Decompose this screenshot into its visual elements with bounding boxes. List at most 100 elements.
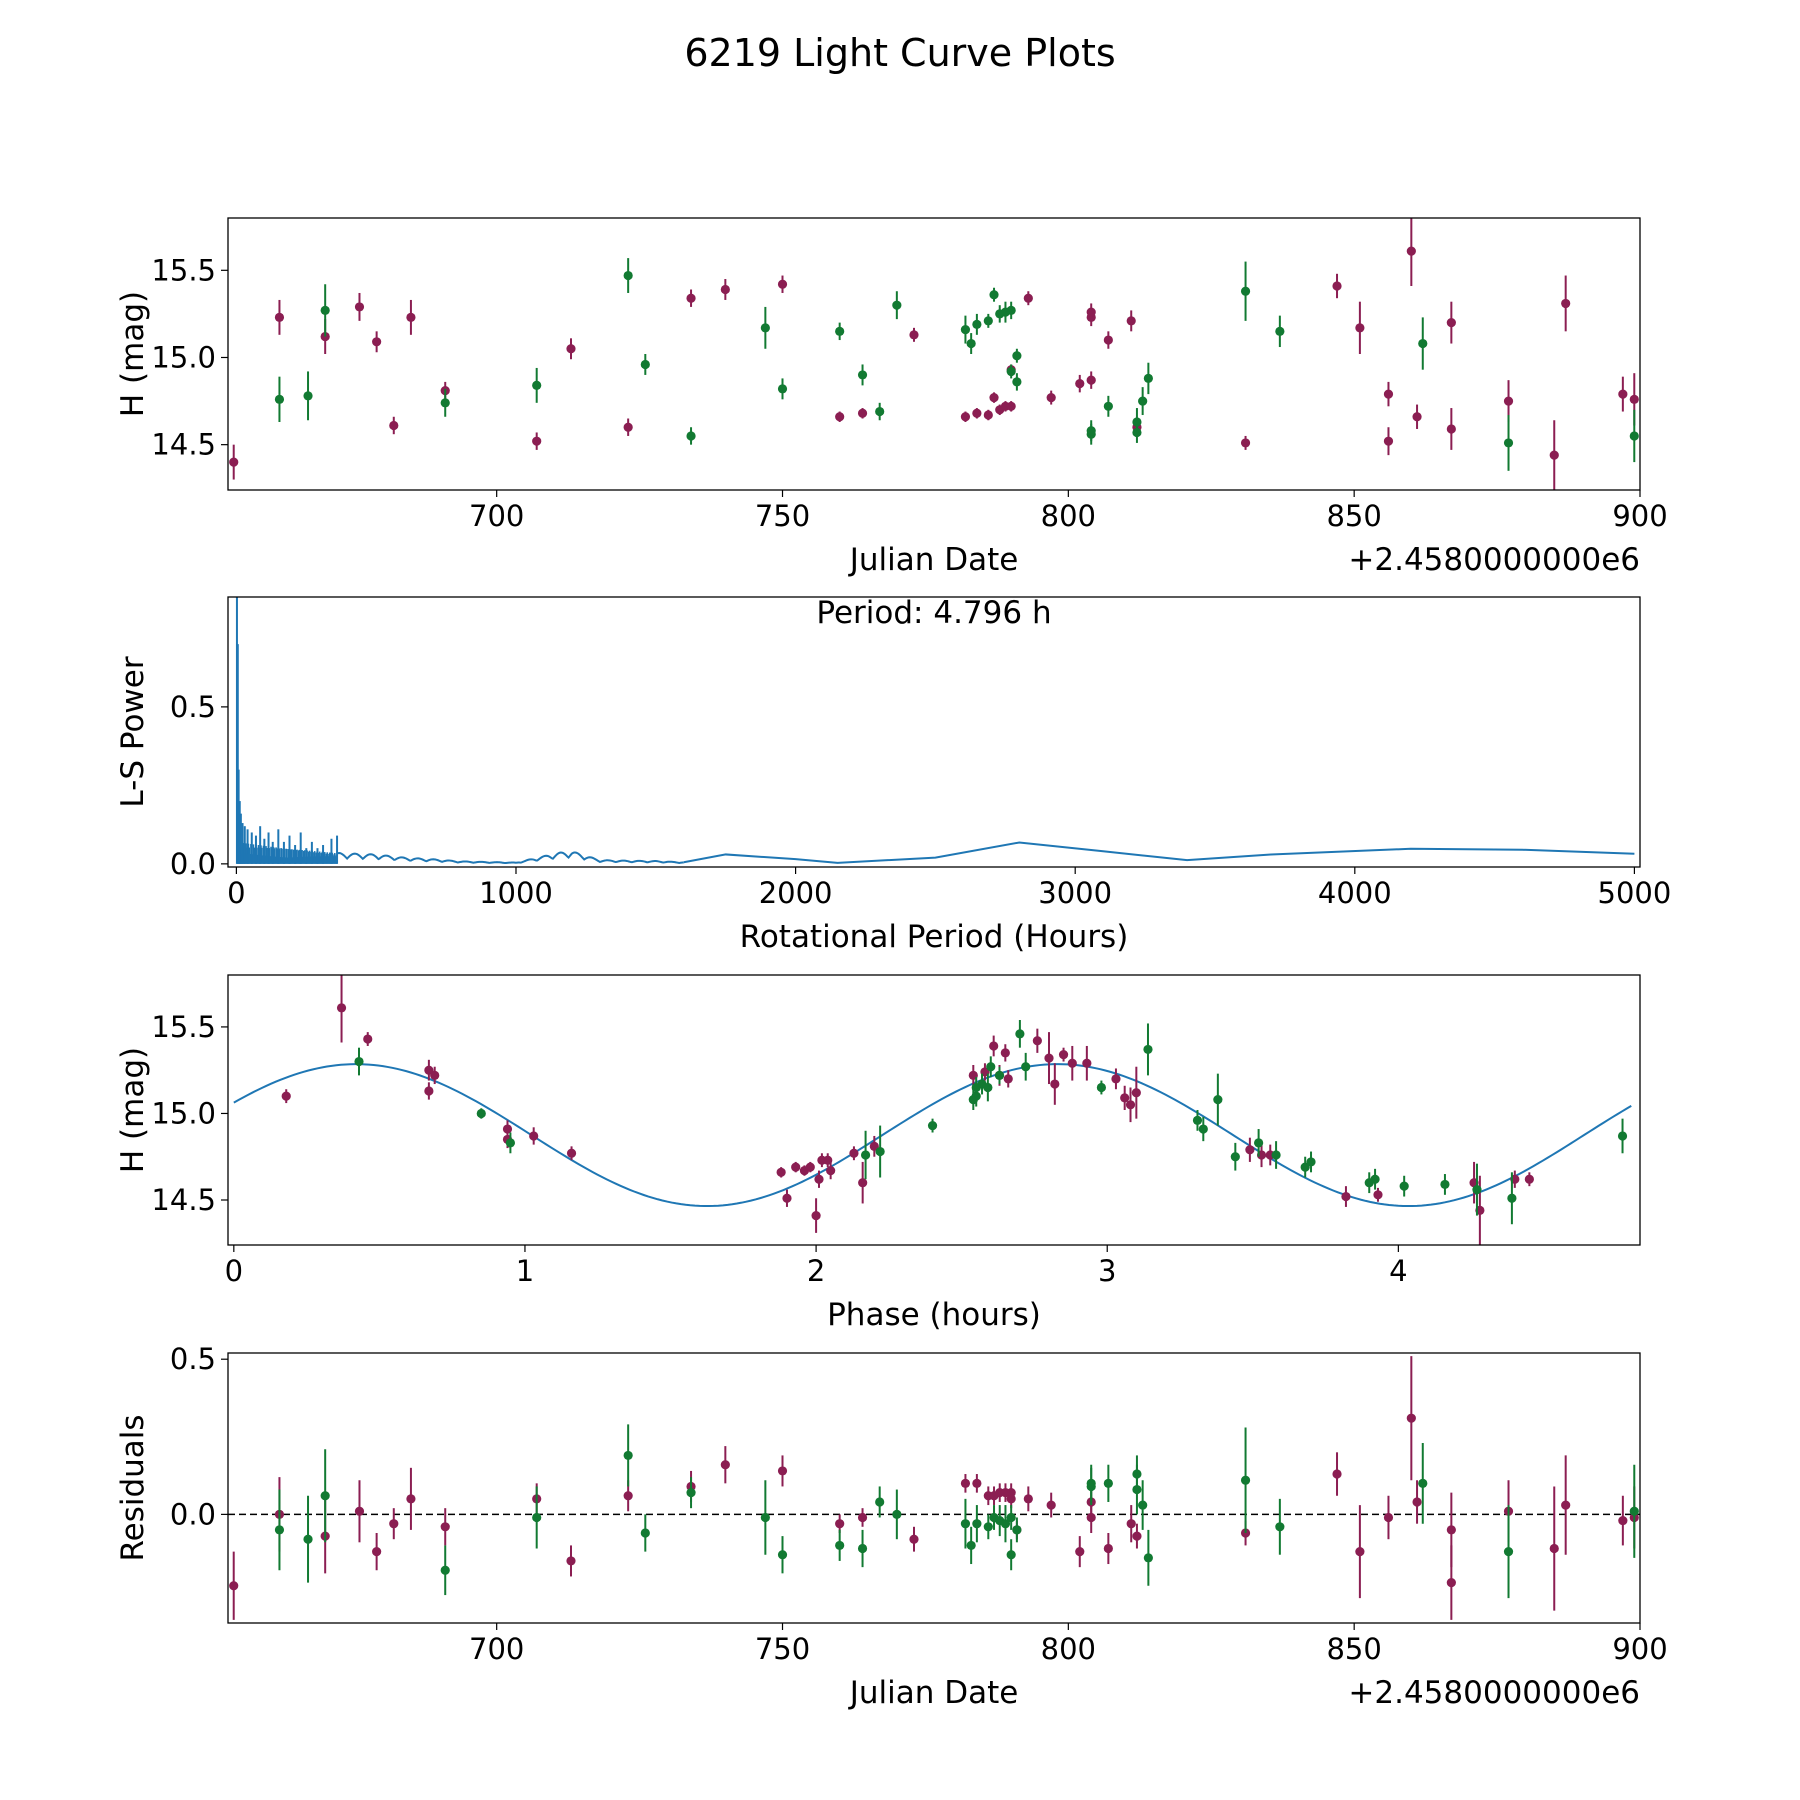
- data-point: [1629, 1506, 1639, 1516]
- data-point: [389, 420, 399, 431]
- data-point: [1021, 1062, 1031, 1072]
- data-point: [1617, 1131, 1628, 1141]
- data-point: [1000, 1048, 1010, 1058]
- data-point: [1254, 1138, 1264, 1148]
- data-point: [1549, 1543, 1559, 1554]
- data-point: [1503, 438, 1514, 448]
- data-point: [989, 1041, 999, 1051]
- data-point: [1143, 1553, 1153, 1563]
- data-point: [972, 319, 982, 329]
- data-point: [1418, 338, 1428, 349]
- data-point: [320, 1491, 330, 1501]
- y-tick-label: 14.5: [151, 428, 216, 462]
- data-point: [440, 1522, 450, 1532]
- data-point: [1271, 1150, 1281, 1160]
- data-point: [857, 370, 868, 380]
- data-point: [1012, 351, 1022, 361]
- data-point: [640, 1528, 650, 1538]
- data-point: [1006, 401, 1016, 411]
- data-point: [1412, 412, 1422, 422]
- data-point: [1549, 450, 1559, 460]
- data-point: [983, 1522, 993, 1532]
- plot-area-ls: [235, 597, 1635, 865]
- y-tick-label: 0.0: [170, 847, 216, 881]
- data-point: [1418, 1478, 1428, 1488]
- data-point: [1132, 1531, 1142, 1541]
- data-point: [972, 1519, 982, 1529]
- data-point: [835, 1519, 845, 1529]
- data-point: [1629, 394, 1639, 404]
- data-point: [1524, 1174, 1534, 1184]
- data-point: [720, 284, 730, 295]
- data-point: [1015, 1029, 1025, 1039]
- data-point: [983, 410, 993, 420]
- data-point: [1138, 396, 1148, 406]
- data-point: [1000, 1519, 1011, 1529]
- data-point: [1138, 1500, 1148, 1510]
- data-point: [354, 302, 365, 312]
- data-point: [1131, 1088, 1141, 1098]
- series-magenta: [281, 975, 1534, 1245]
- y-tick-label: 14.5: [151, 1183, 216, 1217]
- data-point: [1050, 1079, 1060, 1089]
- data-point: [1213, 1095, 1223, 1105]
- data-point: [1399, 1181, 1409, 1191]
- data-point: [1440, 1179, 1450, 1190]
- data-point: [1067, 1058, 1077, 1068]
- data-point: [1111, 1074, 1121, 1084]
- data-point: [777, 1550, 788, 1560]
- y-axis-label: H (mag): [115, 291, 151, 417]
- data-point: [1332, 281, 1342, 291]
- data-point: [623, 1450, 633, 1461]
- data-point: [623, 270, 633, 281]
- data-point: [983, 316, 993, 326]
- data-point: [909, 1534, 919, 1544]
- data-point: [281, 1091, 291, 1101]
- x-tick-label: 2: [807, 1254, 825, 1288]
- data-point: [835, 412, 845, 422]
- series-green: [354, 1020, 1628, 1225]
- data-point: [1383, 436, 1394, 446]
- data-point: [1096, 1082, 1107, 1093]
- ls-curve: [683, 841, 1635, 864]
- series-green: [274, 258, 1639, 471]
- x-tick-label: 850: [1326, 1632, 1381, 1666]
- data-point: [989, 392, 999, 403]
- y-tick-label: 15.0: [151, 1096, 216, 1130]
- data-point: [389, 1519, 399, 1529]
- data-point: [1383, 389, 1394, 399]
- data-point: [849, 1148, 859, 1158]
- data-point: [372, 1547, 382, 1557]
- figure-title: 6219 Light Curve Plots: [684, 31, 1115, 75]
- data-point: [966, 338, 976, 349]
- data-point: [1472, 1185, 1482, 1195]
- data-point: [532, 380, 542, 390]
- data-point: [1086, 375, 1096, 385]
- data-point: [1075, 1547, 1085, 1557]
- data-point: [406, 1494, 416, 1504]
- data-point: [986, 1062, 996, 1072]
- data-point: [1503, 1547, 1514, 1557]
- y-tick-label: 0.0: [170, 1497, 216, 1531]
- data-point: [1046, 392, 1056, 403]
- data-point: [1406, 246, 1416, 256]
- data-point: [532, 1512, 542, 1523]
- data-point: [857, 1512, 868, 1523]
- data-point: [274, 394, 285, 404]
- y-tick-label: 0.5: [170, 1342, 216, 1376]
- data-point: [1332, 1469, 1342, 1479]
- data-point: [502, 1124, 513, 1134]
- data-point: [875, 1146, 885, 1157]
- x-tick-label: 800: [1041, 1632, 1096, 1666]
- data-point: [1446, 318, 1456, 328]
- data-point: [440, 1565, 450, 1575]
- data-point: [1412, 1497, 1422, 1507]
- plot-area-phase: [233, 975, 1632, 1245]
- data-point: [909, 330, 919, 340]
- data-point: [1406, 1413, 1416, 1423]
- data-point: [760, 1512, 770, 1523]
- data-point: [805, 1162, 815, 1172]
- chart-ls: 0 1000 2000 3000 4000 5000 0.0 0.5 Rotational Pe…: [115, 595, 1671, 955]
- x-tick-label: 1000: [479, 876, 553, 910]
- data-point: [686, 293, 696, 303]
